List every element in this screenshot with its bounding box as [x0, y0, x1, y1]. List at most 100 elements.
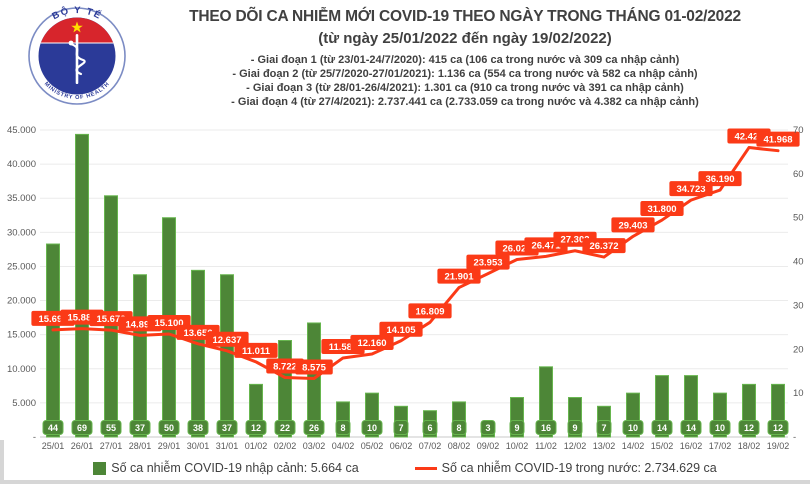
x-axis-date-label: 07/02: [419, 441, 442, 451]
line-value-label: 12.637: [212, 335, 241, 346]
x-axis-date-label: 18/02: [738, 441, 761, 451]
logo-red-segment: [40, 17, 114, 43]
left-axis-tick-label: 45.000: [7, 125, 36, 136]
line-value-label: 15.672: [96, 314, 125, 325]
bar-value-label-box: [42, 420, 64, 435]
bar-value-label-box: [216, 420, 238, 435]
bar-value-label: 10: [367, 423, 377, 433]
x-axis-date-label: 13/02: [593, 441, 616, 451]
bar-value-label-box: [71, 420, 93, 435]
x-axis-date-label: 14/02: [622, 441, 645, 451]
line-value-label-box: [640, 201, 684, 217]
line-value-label: 26.372: [589, 241, 618, 252]
x-axis-date-label: 25/01: [42, 441, 65, 451]
imported-cases-bar: [191, 269, 205, 438]
chart-subtitle: (từ ngày 25/01/2022 đến ngày 19/02/2022): [318, 30, 612, 47]
line-value-label: 15.100: [154, 318, 183, 329]
chart-legend: Số ca nhiễm COVID-19 nhập cảnh: 5.664 ca…: [0, 461, 810, 475]
line-value-label: 8.575: [302, 362, 326, 373]
bar-value-label: 50: [164, 423, 174, 433]
bar-value-label: 7: [398, 423, 403, 433]
bar-value-label-box: [535, 420, 557, 435]
x-axis-date-label: 12/02: [564, 441, 587, 451]
line-value-label: 31.800: [647, 204, 676, 215]
x-axis-date-label: 31/01: [216, 441, 239, 451]
legend-label-domestic: Số ca nhiễm COVID-19 trong nước: 2.734.6…: [441, 461, 717, 475]
bar-value-label-box: [709, 420, 731, 435]
line-value-label: 36.190: [705, 174, 734, 185]
line-value-label: 26.471: [531, 240, 561, 251]
domestic-cases-line: [51, 146, 780, 380]
line-value-label: 29.403: [618, 220, 647, 231]
x-axis-date-label: 19/02: [767, 441, 790, 451]
line-value-label-box: [379, 321, 423, 337]
bar-value-label: 10: [628, 423, 638, 433]
right-axis-tick-label: 30: [793, 300, 804, 311]
line-value-label-box: [234, 342, 278, 358]
bar-value-label-box: [274, 420, 296, 435]
line-value-label: 14.105: [386, 325, 416, 336]
bar-value-label: 12: [773, 423, 783, 433]
x-axis-date-label: 17/02: [709, 441, 732, 451]
bar-value-label: 26: [309, 423, 319, 433]
legend-label-imported: Số ca nhiễm COVID-19 nhập cảnh: 5.664 ca: [111, 461, 359, 475]
left-edge-strip: [0, 440, 4, 484]
logo-top-text: BỘ Y TẾ: [50, 5, 103, 22]
line-value-label: 34.723: [676, 184, 705, 195]
x-axis-date-label: 29/01: [158, 441, 181, 451]
x-axis-date-label: 08/02: [448, 441, 471, 451]
left-axis-tick-label: 20.000: [7, 296, 36, 307]
imported-cases-bar: [539, 366, 553, 438]
imported-cases-bar: [75, 133, 89, 438]
line-value-label-box: [611, 217, 655, 233]
bar-value-label-box: [422, 420, 438, 435]
line-value-label: 41.968: [763, 135, 792, 146]
line-value-label: 16.809: [415, 306, 444, 317]
left-axis-tick-label: 25.000: [7, 261, 36, 272]
bar-value-label: 10: [715, 423, 725, 433]
line-value-label: 13.656: [183, 328, 212, 339]
line-value-label-box: [437, 268, 481, 284]
line-value-label-box: [466, 254, 510, 270]
bar-value-label: 6: [427, 423, 432, 433]
bar-value-label-box: [651, 420, 673, 435]
moh-logo: BỘ Y TẾ MINISTRY OF HEALTH: [28, 5, 126, 105]
bar-value-label: 12: [744, 423, 754, 433]
x-axis-date-label: 15/02: [651, 441, 674, 451]
chart-header: THEO DÕI CA NHIỄM MỚI COVID-19 THEO NGÀY…: [115, 8, 810, 109]
legend-item-domestic: Số ca nhiễm COVID-19 trong nước: 2.734.6…: [414, 461, 717, 475]
line-value-label: 15.699: [38, 314, 67, 325]
bar-value-label: 12: [251, 423, 261, 433]
x-axis-date-label: 04/02: [332, 441, 355, 451]
phase-note-2: - Giai đoạn 2 (từ 25/7/2020-27/01/2021):…: [232, 68, 698, 80]
x-axis-date-label: 01/02: [245, 441, 268, 451]
x-axis-date-label: 10/02: [506, 441, 529, 451]
bar-value-label-box: [361, 420, 383, 435]
imported-cases-bar: [46, 243, 60, 438]
left-axis-tick-label: 30.000: [7, 227, 36, 238]
bar-value-label: 37: [135, 423, 145, 433]
left-axis-tick-label: -: [33, 432, 36, 443]
bar-value-label-box: [100, 420, 122, 435]
bar-value-label-box: [245, 420, 267, 435]
bar-value-label: 16: [541, 423, 551, 433]
right-axis-tick-label: 60: [793, 169, 804, 180]
line-value-label: 12.160: [357, 338, 386, 349]
right-axis-tick-label: 50: [793, 213, 804, 224]
domestic-line-swatch-icon: [414, 466, 437, 470]
line-value-label: 26.023: [502, 243, 531, 254]
left-axis-tick-label: 35.000: [7, 193, 36, 204]
right-axis-tick-label: -: [793, 432, 796, 443]
snake-head-icon: [68, 40, 74, 46]
bar-value-label-box: [622, 420, 644, 435]
x-axis-date-label: 02/02: [274, 441, 297, 451]
bar-value-label: 8: [340, 423, 345, 433]
x-axis-date-label: 26/01: [71, 441, 94, 451]
left-axis-tick-label: 5.000: [12, 398, 36, 409]
left-axis-tick-label: 15.000: [7, 330, 36, 341]
bar-value-label-box: [129, 420, 151, 435]
right-axis-tick-label: 20: [793, 344, 804, 355]
bar-value-label-box: [187, 420, 209, 435]
